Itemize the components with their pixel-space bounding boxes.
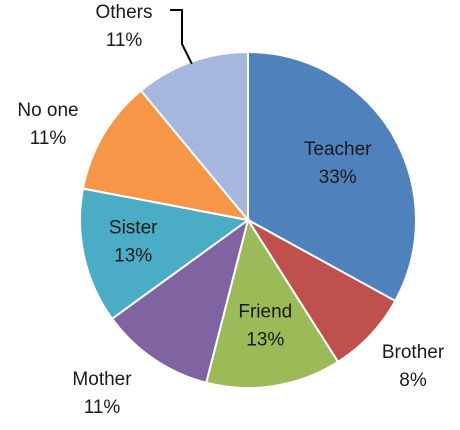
slice-value-friend: 13% xyxy=(246,330,284,351)
leader-lines-layer xyxy=(170,9,193,65)
slice-label-teacher: Teacher xyxy=(304,139,372,160)
slice-label-brother: Brother xyxy=(382,342,445,363)
pie-slice-no-one xyxy=(81,89,251,222)
data-labels-layer: Teacher 33% Brother 8% Friend 13% Mother 11% Sis… xyxy=(17,2,444,418)
slice-value-others: 11% xyxy=(106,30,143,51)
slice-label-mother: Mother xyxy=(72,369,132,390)
slice-value-teacher: 33% xyxy=(319,167,357,188)
pie-slice-teacher xyxy=(247,50,417,303)
pie-slice-mother xyxy=(110,217,250,384)
leader-line-others xyxy=(170,9,193,65)
pie-slice-sister xyxy=(79,187,251,321)
slice-value-no-one: 11% xyxy=(30,128,67,149)
slice-value-brother: 8% xyxy=(399,370,427,391)
slice-value-mother: 11% xyxy=(84,397,121,418)
slice-label-sister: Sister xyxy=(109,218,158,239)
slice-label-no-one: No one xyxy=(17,100,78,121)
slice-label-others: Others xyxy=(95,2,152,23)
slice-label-friend: Friend xyxy=(238,302,292,323)
slices-layer xyxy=(79,50,417,389)
pie-slice-friend xyxy=(205,217,340,389)
slice-value-sister: 13% xyxy=(114,246,152,267)
